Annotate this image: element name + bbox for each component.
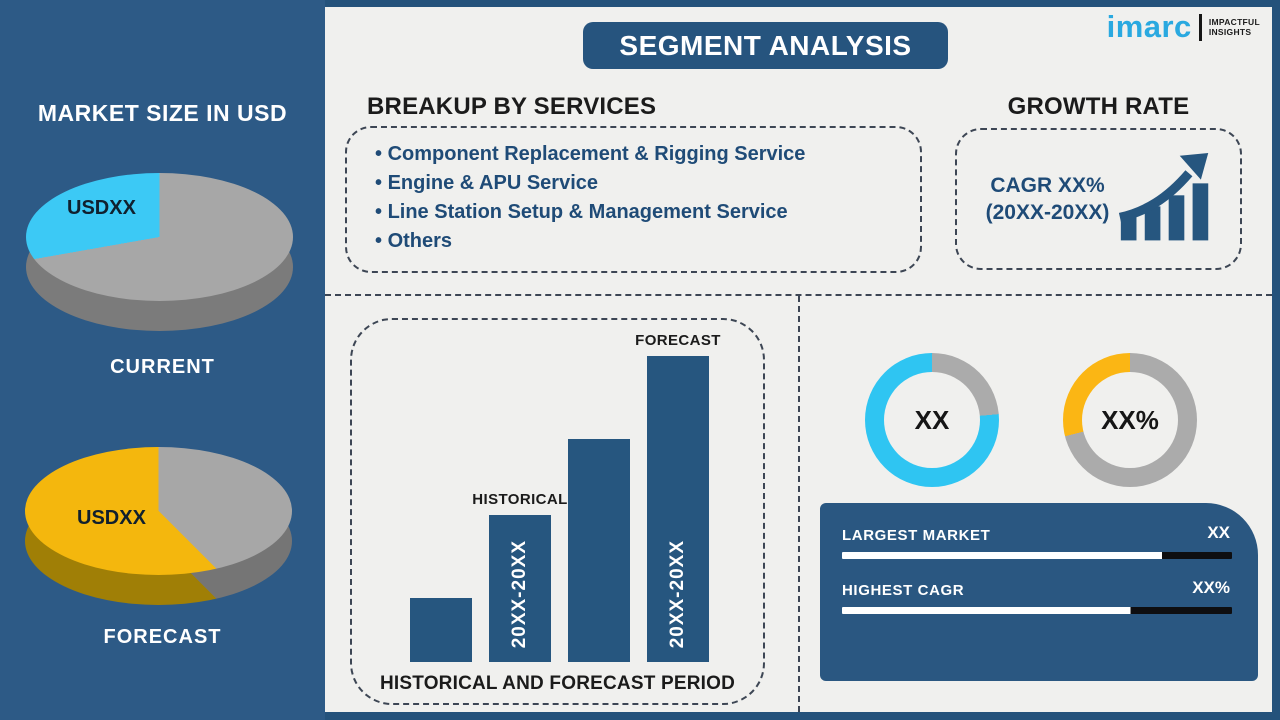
highest-cagr-value: XX%: [1192, 578, 1230, 597]
imarc-logo-wordmark: imarc: [1106, 9, 1192, 44]
period-bar-chart: HISTORICAL 20XX-20XX FORECAST 20XX-20XX: [410, 332, 720, 662]
pie-chart-current: USDXX: [26, 173, 293, 335]
largest-market-label: LARGEST MARKET: [842, 527, 991, 544]
bar-period-label: 20XX-20XX: [667, 539, 688, 648]
imarc-logo: imarc IMPACTFUL INSIGHTS: [1106, 9, 1260, 44]
largest-market-progress-bar: [842, 552, 1232, 559]
page-title-pill: SEGMENT ANALYSIS: [583, 22, 948, 69]
services-list-box: Component Replacement & Rigging ServiceE…: [345, 126, 922, 273]
period-bar-historical: HISTORICAL 20XX-20XX: [472, 491, 567, 662]
horizontal-dashed-divider: [325, 294, 1272, 296]
bar-period-label: 20XX-20XX: [509, 539, 530, 648]
pie-forecast-caption: FORECAST: [103, 626, 222, 648]
largest-market-row: LARGEST MARKET XX: [842, 523, 1232, 559]
service-item: Line Station Setup & Management Service: [375, 198, 910, 227]
donut-chart-largest-market: XX: [865, 353, 999, 487]
period-bar-forecast: FORECAST 20XX-20XX: [635, 332, 720, 662]
pie-forecast-face: [25, 447, 292, 575]
page-title: SEGMENT ANALYSIS: [619, 29, 912, 61]
period-bar: [568, 439, 630, 662]
logo-divider: [1198, 13, 1202, 41]
donut-cagr-value: XX%: [1101, 404, 1159, 435]
service-item: Engine & APU Service: [375, 169, 910, 198]
donut-market-value: XX: [914, 404, 950, 435]
pie-forecast-value-label: USDXX: [77, 507, 146, 529]
period-bar-chart-box: HISTORICAL 20XX-20XX FORECAST 20XX-20XX HIS…: [350, 318, 765, 705]
logo-tagline-line2: INSIGHTS: [1208, 27, 1252, 37]
bar-top-label: HISTORICAL: [472, 491, 568, 508]
pie-current-value-label: USDXX: [67, 197, 136, 219]
growth-rate-heading: GROWTH RATE: [1007, 93, 1190, 120]
cagr-line2: (20XX-20XX): [985, 201, 1110, 224]
pie-current-caption: CURRENT: [110, 356, 215, 378]
sidebar-market-size: MARKET SIZE IN USD USDXX CURRENT USDXX F…: [0, 0, 325, 720]
growth-trend-icon: [1119, 153, 1209, 241]
market-size-title: MARKET SIZE IN USD: [37, 100, 288, 126]
main-panel: SEGMENT ANALYSIS imarc IMPACTFUL INSIGHT…: [325, 0, 1280, 720]
service-item: Others: [375, 227, 910, 256]
services-section-heading: BREAKUP BY SERVICES: [367, 93, 657, 120]
donut-market-hole: XX: [884, 372, 980, 468]
pie-chart-forecast: USDXX: [25, 447, 292, 609]
services-list: Component Replacement & Rigging ServiceE…: [375, 140, 910, 256]
highest-cagr-progress-bar: [842, 607, 1232, 614]
service-item: Component Replacement & Rigging Service: [375, 140, 910, 169]
top-edge-strip: [325, 0, 1280, 7]
bottom-edge-strip: [325, 712, 1280, 720]
donut-chart-highest-cagr: XX%: [1063, 353, 1197, 487]
vertical-dashed-divider: [798, 296, 800, 712]
cagr-text: CAGR XX% (20XX-20XX): [986, 172, 1110, 226]
growth-rate-box: CAGR XX% (20XX-20XX): [955, 128, 1242, 270]
period-chart-caption: HISTORICAL AND FORECAST PERIOD: [379, 673, 736, 694]
highest-cagr-label: HIGHEST CAGR: [842, 582, 965, 599]
period-bar: [410, 598, 472, 662]
donut-cagr-hole: XX%: [1082, 372, 1178, 468]
market-insights-panel: LARGEST MARKET XX HIGHEST CAGR XX%: [820, 503, 1258, 681]
highest-cagr-row: HIGHEST CAGR XX%: [842, 578, 1232, 614]
logo-tagline-line1: IMPACTFUL: [1208, 17, 1260, 27]
largest-market-value: XX: [1207, 523, 1230, 542]
logo-tagline: IMPACTFUL INSIGHTS: [1209, 17, 1260, 37]
bar-top-label: FORECAST: [635, 332, 721, 349]
cagr-line1: CAGR XX%: [990, 174, 1105, 197]
right-edge-strip: [1272, 0, 1280, 720]
pie-current-face: [26, 173, 293, 301]
